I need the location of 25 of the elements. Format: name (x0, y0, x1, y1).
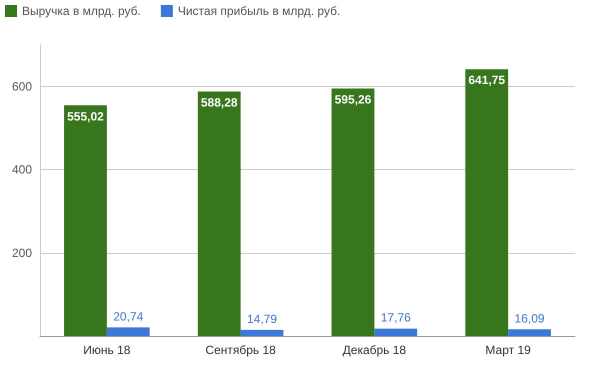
data-label: 14,79 (247, 312, 278, 326)
bar (465, 69, 508, 336)
bar (106, 327, 150, 336)
bar (374, 328, 418, 336)
bar (240, 330, 284, 336)
bar (332, 88, 374, 336)
data-label: 555,02 (67, 109, 104, 124)
data-label: 17,76 (380, 310, 412, 325)
x-tick-label: Июнь 18 (83, 343, 131, 357)
bar (198, 91, 241, 336)
data-label: 595,26 (334, 92, 372, 107)
data-label: 20,74 (113, 309, 144, 324)
bar (508, 329, 551, 336)
y-tick-label: 400 (12, 162, 32, 177)
legend-label: Чистая прибыль в млрд. руб. (178, 4, 340, 18)
data-label: 588,28 (200, 95, 238, 110)
y-tick-label: 600 (12, 80, 32, 94)
bar (64, 105, 107, 336)
y-tick-label: 200 (12, 246, 32, 260)
legend-label: Выручка в млрд. руб. (22, 4, 141, 18)
x-tick-label: Сентябрь 18 (205, 343, 276, 357)
x-tick-label: Март 19 (485, 343, 532, 357)
data-label: 641,75 (468, 73, 506, 88)
x-tick-label: Декабрь 18 (342, 343, 406, 357)
data-label: 16,09 (514, 311, 545, 326)
